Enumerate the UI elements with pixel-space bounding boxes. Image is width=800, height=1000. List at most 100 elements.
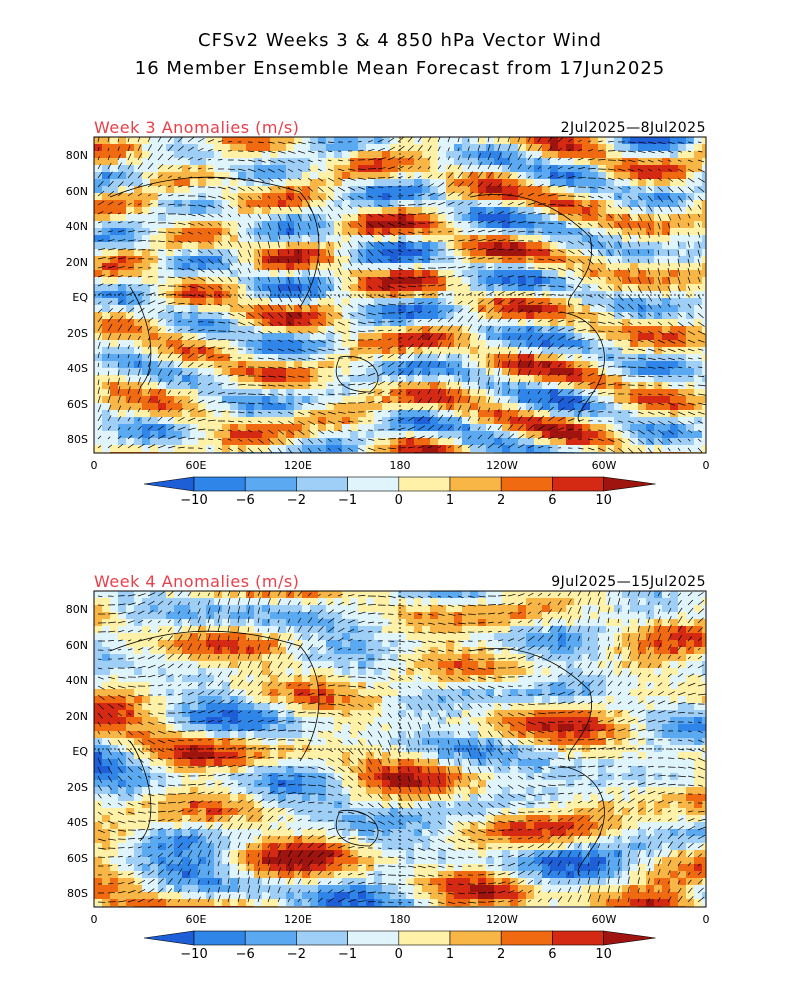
anomaly-cell — [110, 228, 119, 236]
anomaly-cell — [502, 256, 511, 264]
wind-vector-arrow — [597, 321, 606, 324]
anomaly-cell — [246, 221, 255, 229]
anomaly-cell — [102, 424, 111, 432]
wind-vector-arrow — [517, 164, 522, 170]
wind-vector-arrow — [597, 231, 604, 238]
anomaly-cell — [382, 438, 391, 446]
anomaly-cell — [694, 151, 703, 159]
anomaly-cell — [470, 270, 479, 278]
anomaly-cell — [646, 319, 655, 327]
wind-vector-arrow — [267, 177, 274, 182]
wind-vector-arrow — [297, 267, 300, 275]
wind-vector-arrow — [507, 291, 516, 296]
anomaly-cell — [598, 207, 607, 215]
anomaly-cell — [542, 235, 551, 243]
anomaly-cell — [526, 263, 535, 271]
wind-vector-arrow — [107, 201, 114, 206]
anomaly-cell — [310, 417, 319, 425]
anomaly-cell — [374, 298, 383, 306]
wind-vector-arrow — [107, 332, 112, 341]
wind-vector-arrow — [307, 258, 310, 266]
wind-vector-arrow — [117, 162, 122, 170]
anomaly-cell — [326, 431, 335, 439]
anomaly-cell — [438, 382, 447, 390]
anomaly-cell — [142, 256, 151, 264]
anomaly-cell — [230, 158, 239, 166]
anomaly-cell — [518, 375, 527, 383]
anomaly-cell — [358, 284, 367, 292]
anomaly-cell — [422, 200, 431, 208]
wind-vector-arrow — [147, 173, 154, 179]
wind-vector-arrow — [397, 213, 406, 216]
anomaly-cell — [318, 403, 327, 411]
wind-vector-arrow — [177, 145, 184, 152]
anomaly-cell — [102, 200, 111, 208]
anomaly-cell — [150, 214, 159, 222]
wind-vector-arrow — [427, 156, 432, 161]
anomaly-cell — [630, 431, 639, 439]
wind-vector-arrow — [247, 222, 252, 229]
wind-vector-arrow — [137, 345, 140, 350]
anomaly-cell — [454, 207, 463, 215]
anomaly-cell — [654, 228, 663, 236]
anomaly-cell — [446, 305, 455, 313]
anomaly-cell — [294, 144, 303, 152]
anomaly-cell — [230, 438, 239, 446]
anomaly-cell — [358, 137, 367, 145]
anomaly-cell — [150, 438, 159, 446]
anomaly-cell — [94, 242, 103, 250]
anomaly-cell — [678, 284, 687, 292]
anomaly-cell — [374, 256, 383, 264]
wind-vector-arrow — [687, 267, 691, 276]
anomaly-cell — [390, 382, 399, 390]
wind-vector-arrow — [177, 276, 186, 280]
anomaly-cell — [190, 137, 199, 145]
anomaly-cell — [534, 137, 543, 145]
anomaly-cell — [582, 305, 591, 313]
wind-vector-arrow — [217, 177, 226, 180]
anomaly-cell — [414, 396, 423, 404]
anomaly-cell — [198, 333, 207, 341]
anomaly-cell — [246, 144, 255, 152]
wind-vector-arrow — [237, 258, 242, 266]
wind-vector-arrow — [207, 139, 215, 143]
anomaly-cell — [646, 403, 655, 411]
anomaly-cell — [694, 249, 703, 257]
anomaly-cell — [414, 431, 423, 439]
wind-vector-arrow — [447, 324, 453, 332]
anomaly-cell — [566, 249, 575, 257]
anomaly-cell — [390, 410, 399, 418]
anomaly-cell — [590, 389, 599, 397]
wind-vector-arrow — [267, 294, 273, 302]
anomaly-cell — [534, 326, 543, 334]
anomaly-cell — [182, 319, 191, 327]
anomaly-cell — [494, 333, 503, 341]
wind-vector-arrow — [357, 231, 363, 238]
anomaly-cell — [622, 277, 631, 285]
wind-vector-arrow — [207, 337, 216, 341]
anomaly-cell — [438, 445, 447, 453]
wind-vector-arrow — [167, 249, 173, 252]
anomaly-cell — [430, 284, 439, 292]
wind-vector-arrow — [527, 202, 536, 206]
anomaly-cell — [214, 445, 223, 453]
wind-vector-arrow — [547, 231, 553, 234]
anomaly-cell — [502, 319, 511, 327]
anomaly-cell — [494, 319, 503, 327]
wind-vector-arrow — [587, 149, 594, 152]
wind-vector-arrow — [197, 258, 204, 264]
anomaly-cell — [134, 158, 143, 166]
anomaly-cell — [430, 137, 439, 145]
anomaly-cell — [110, 144, 119, 152]
anomaly-cell — [142, 368, 151, 376]
anomaly-cell — [206, 263, 215, 271]
wind-vector-arrow — [697, 267, 701, 275]
anomaly-cell — [414, 347, 423, 355]
anomaly-cell — [166, 151, 175, 159]
anomaly-cell — [102, 389, 111, 397]
wind-vector-arrow — [137, 153, 143, 161]
anomaly-cell — [166, 165, 175, 173]
wind-vector-arrow — [327, 258, 331, 267]
anomaly-cell — [558, 284, 567, 292]
wind-vector-arrow — [477, 291, 484, 296]
